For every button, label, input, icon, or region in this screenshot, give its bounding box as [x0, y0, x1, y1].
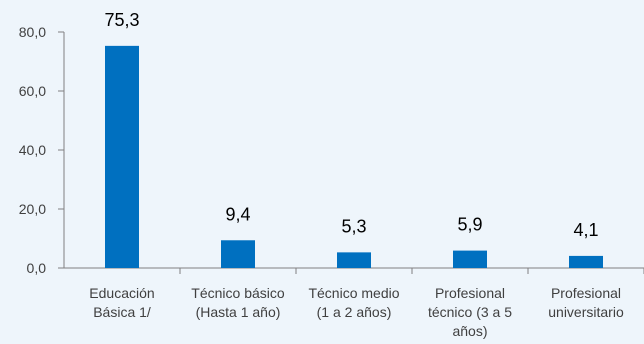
data-label: 9,4 [225, 204, 250, 224]
category-label: Educación Básica 1/ [89, 285, 154, 320]
y-tick-label: 20,0 [19, 201, 46, 217]
y-tick-label: 40,0 [19, 142, 46, 158]
category-label-line: Profesional [435, 285, 505, 301]
category-label-line: años) [452, 323, 487, 339]
bar [221, 240, 255, 268]
data-label: 5,9 [457, 215, 482, 235]
category-label: Técnico medio (1 a 2 años) [308, 285, 399, 320]
category-label: Técnico básico (Hasta 1 año) [191, 285, 285, 320]
category-label: Profesional universitario [548, 285, 624, 320]
category-label-line: universitario [548, 304, 624, 320]
y-tick-label: 60,0 [19, 83, 46, 99]
bar [569, 255, 603, 268]
category-label-line: Educación [89, 285, 154, 301]
data-label: 75,3 [104, 10, 139, 30]
category-label-line: técnico (3 a 5 [428, 304, 512, 320]
category-label-line: Técnico básico [191, 285, 285, 301]
y-tick-label: 0,0 [27, 260, 47, 276]
bar [337, 252, 371, 268]
category-label: Profesional técnico (3 a 5 años) [428, 285, 512, 339]
data-label: 5,3 [341, 216, 366, 236]
category-label-line: Técnico medio [308, 285, 399, 301]
category-label-line: Profesional [551, 285, 621, 301]
y-tick-label: 80,0 [19, 24, 46, 40]
data-label: 4,1 [573, 220, 598, 240]
category-label-line: (1 a 2 años) [317, 304, 392, 320]
bar [453, 250, 487, 268]
bar [105, 45, 139, 268]
category-label-line: Básica 1/ [93, 304, 151, 320]
category-label-line: (Hasta 1 año) [196, 304, 281, 320]
